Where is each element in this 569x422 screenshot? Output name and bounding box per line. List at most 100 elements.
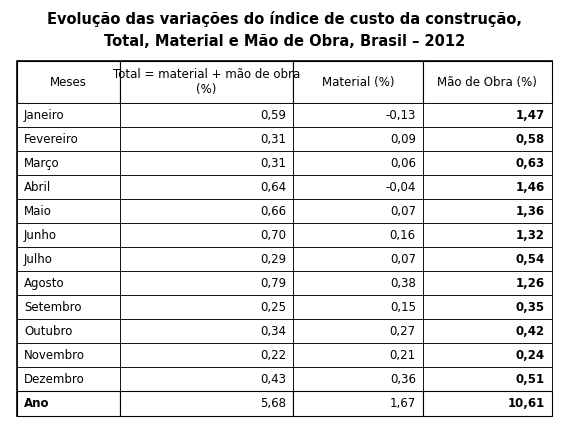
Text: Total = material + mão de obra
(%): Total = material + mão de obra (%) bbox=[113, 68, 300, 96]
Bar bbox=[293, 199, 423, 223]
Bar bbox=[293, 271, 423, 295]
Bar bbox=[423, 151, 552, 175]
Text: 10,61: 10,61 bbox=[508, 397, 545, 410]
Text: 1,32: 1,32 bbox=[516, 229, 545, 242]
Text: Janeiro: Janeiro bbox=[24, 109, 64, 122]
Text: 1,36: 1,36 bbox=[516, 205, 545, 218]
Bar bbox=[120, 319, 293, 343]
Bar bbox=[120, 199, 293, 223]
Text: 0,22: 0,22 bbox=[261, 349, 286, 362]
Bar bbox=[293, 295, 423, 319]
Bar bbox=[293, 343, 423, 367]
Text: 0,51: 0,51 bbox=[516, 373, 545, 386]
Bar bbox=[17, 199, 120, 223]
Bar bbox=[293, 391, 423, 416]
Bar bbox=[293, 319, 423, 343]
Text: 0,07: 0,07 bbox=[390, 205, 416, 218]
Bar bbox=[17, 151, 120, 175]
Text: 0,79: 0,79 bbox=[261, 277, 286, 290]
Text: 0,36: 0,36 bbox=[390, 373, 416, 386]
Bar bbox=[120, 247, 293, 271]
Bar bbox=[17, 391, 120, 416]
Text: Setembro: Setembro bbox=[24, 301, 81, 314]
Text: 0,58: 0,58 bbox=[516, 133, 545, 146]
Text: Evolução das variações do índice de custo da construção,: Evolução das variações do índice de cust… bbox=[47, 11, 522, 27]
Text: 0,31: 0,31 bbox=[261, 133, 286, 146]
Bar bbox=[293, 247, 423, 271]
Text: Outubro: Outubro bbox=[24, 325, 72, 338]
Bar bbox=[423, 223, 552, 247]
Text: 0,35: 0,35 bbox=[516, 301, 545, 314]
Text: Maio: Maio bbox=[24, 205, 52, 218]
Text: Material (%): Material (%) bbox=[321, 76, 394, 89]
Text: 0,09: 0,09 bbox=[390, 133, 416, 146]
Text: 0,63: 0,63 bbox=[516, 157, 545, 170]
Text: 0,34: 0,34 bbox=[261, 325, 286, 338]
Text: 0,06: 0,06 bbox=[390, 157, 416, 170]
Text: 0,15: 0,15 bbox=[390, 301, 416, 314]
Text: -0,04: -0,04 bbox=[385, 181, 416, 194]
Text: Junho: Junho bbox=[24, 229, 57, 242]
Text: 1,67: 1,67 bbox=[390, 397, 416, 410]
Bar bbox=[293, 103, 423, 127]
Text: 0,43: 0,43 bbox=[261, 373, 286, 386]
Bar bbox=[17, 343, 120, 367]
Text: Abril: Abril bbox=[24, 181, 51, 194]
Bar bbox=[120, 151, 293, 175]
Bar bbox=[120, 176, 293, 199]
Bar bbox=[120, 367, 293, 391]
Bar bbox=[17, 247, 120, 271]
Text: 0,64: 0,64 bbox=[261, 181, 286, 194]
Text: 0,42: 0,42 bbox=[516, 325, 545, 338]
Text: 5,68: 5,68 bbox=[261, 397, 286, 410]
Text: 0,70: 0,70 bbox=[261, 229, 286, 242]
Bar bbox=[423, 61, 552, 103]
Bar bbox=[17, 61, 120, 103]
Text: 1,47: 1,47 bbox=[516, 109, 545, 122]
Bar bbox=[120, 61, 293, 103]
Text: 0,25: 0,25 bbox=[261, 301, 286, 314]
Text: 0,31: 0,31 bbox=[261, 157, 286, 170]
Bar bbox=[17, 367, 120, 391]
Bar bbox=[17, 295, 120, 319]
Bar bbox=[293, 367, 423, 391]
Bar bbox=[17, 127, 120, 151]
Bar bbox=[17, 223, 120, 247]
Bar bbox=[423, 127, 552, 151]
Bar bbox=[423, 271, 552, 295]
Bar bbox=[293, 176, 423, 199]
Bar bbox=[17, 176, 120, 199]
Text: 0,21: 0,21 bbox=[390, 349, 416, 362]
Bar bbox=[423, 199, 552, 223]
Bar bbox=[293, 151, 423, 175]
Text: Agosto: Agosto bbox=[24, 277, 64, 290]
Text: Meses: Meses bbox=[50, 76, 87, 89]
Text: Novembro: Novembro bbox=[24, 349, 85, 362]
Bar bbox=[17, 271, 120, 295]
Text: 0,38: 0,38 bbox=[390, 277, 416, 290]
Text: Fevereiro: Fevereiro bbox=[24, 133, 79, 146]
Bar bbox=[120, 223, 293, 247]
Bar bbox=[120, 127, 293, 151]
Text: 0,16: 0,16 bbox=[390, 229, 416, 242]
Text: Total, Material e Mão de Obra, Brasil – 2012: Total, Material e Mão de Obra, Brasil – … bbox=[104, 34, 465, 49]
Bar bbox=[120, 103, 293, 127]
Bar bbox=[423, 367, 552, 391]
Text: -0,13: -0,13 bbox=[385, 109, 416, 122]
Text: Julho: Julho bbox=[24, 253, 53, 266]
Text: 0,24: 0,24 bbox=[516, 349, 545, 362]
Bar bbox=[120, 271, 293, 295]
Bar bbox=[423, 343, 552, 367]
Text: Março: Março bbox=[24, 157, 60, 170]
Text: Ano: Ano bbox=[24, 397, 50, 410]
Bar bbox=[293, 61, 423, 103]
Bar bbox=[120, 391, 293, 416]
Text: 0,29: 0,29 bbox=[261, 253, 286, 266]
Text: 0,54: 0,54 bbox=[516, 253, 545, 266]
Bar bbox=[423, 295, 552, 319]
Bar bbox=[293, 127, 423, 151]
Text: 1,46: 1,46 bbox=[516, 181, 545, 194]
Text: 1,26: 1,26 bbox=[516, 277, 545, 290]
Bar bbox=[423, 176, 552, 199]
Bar bbox=[120, 343, 293, 367]
